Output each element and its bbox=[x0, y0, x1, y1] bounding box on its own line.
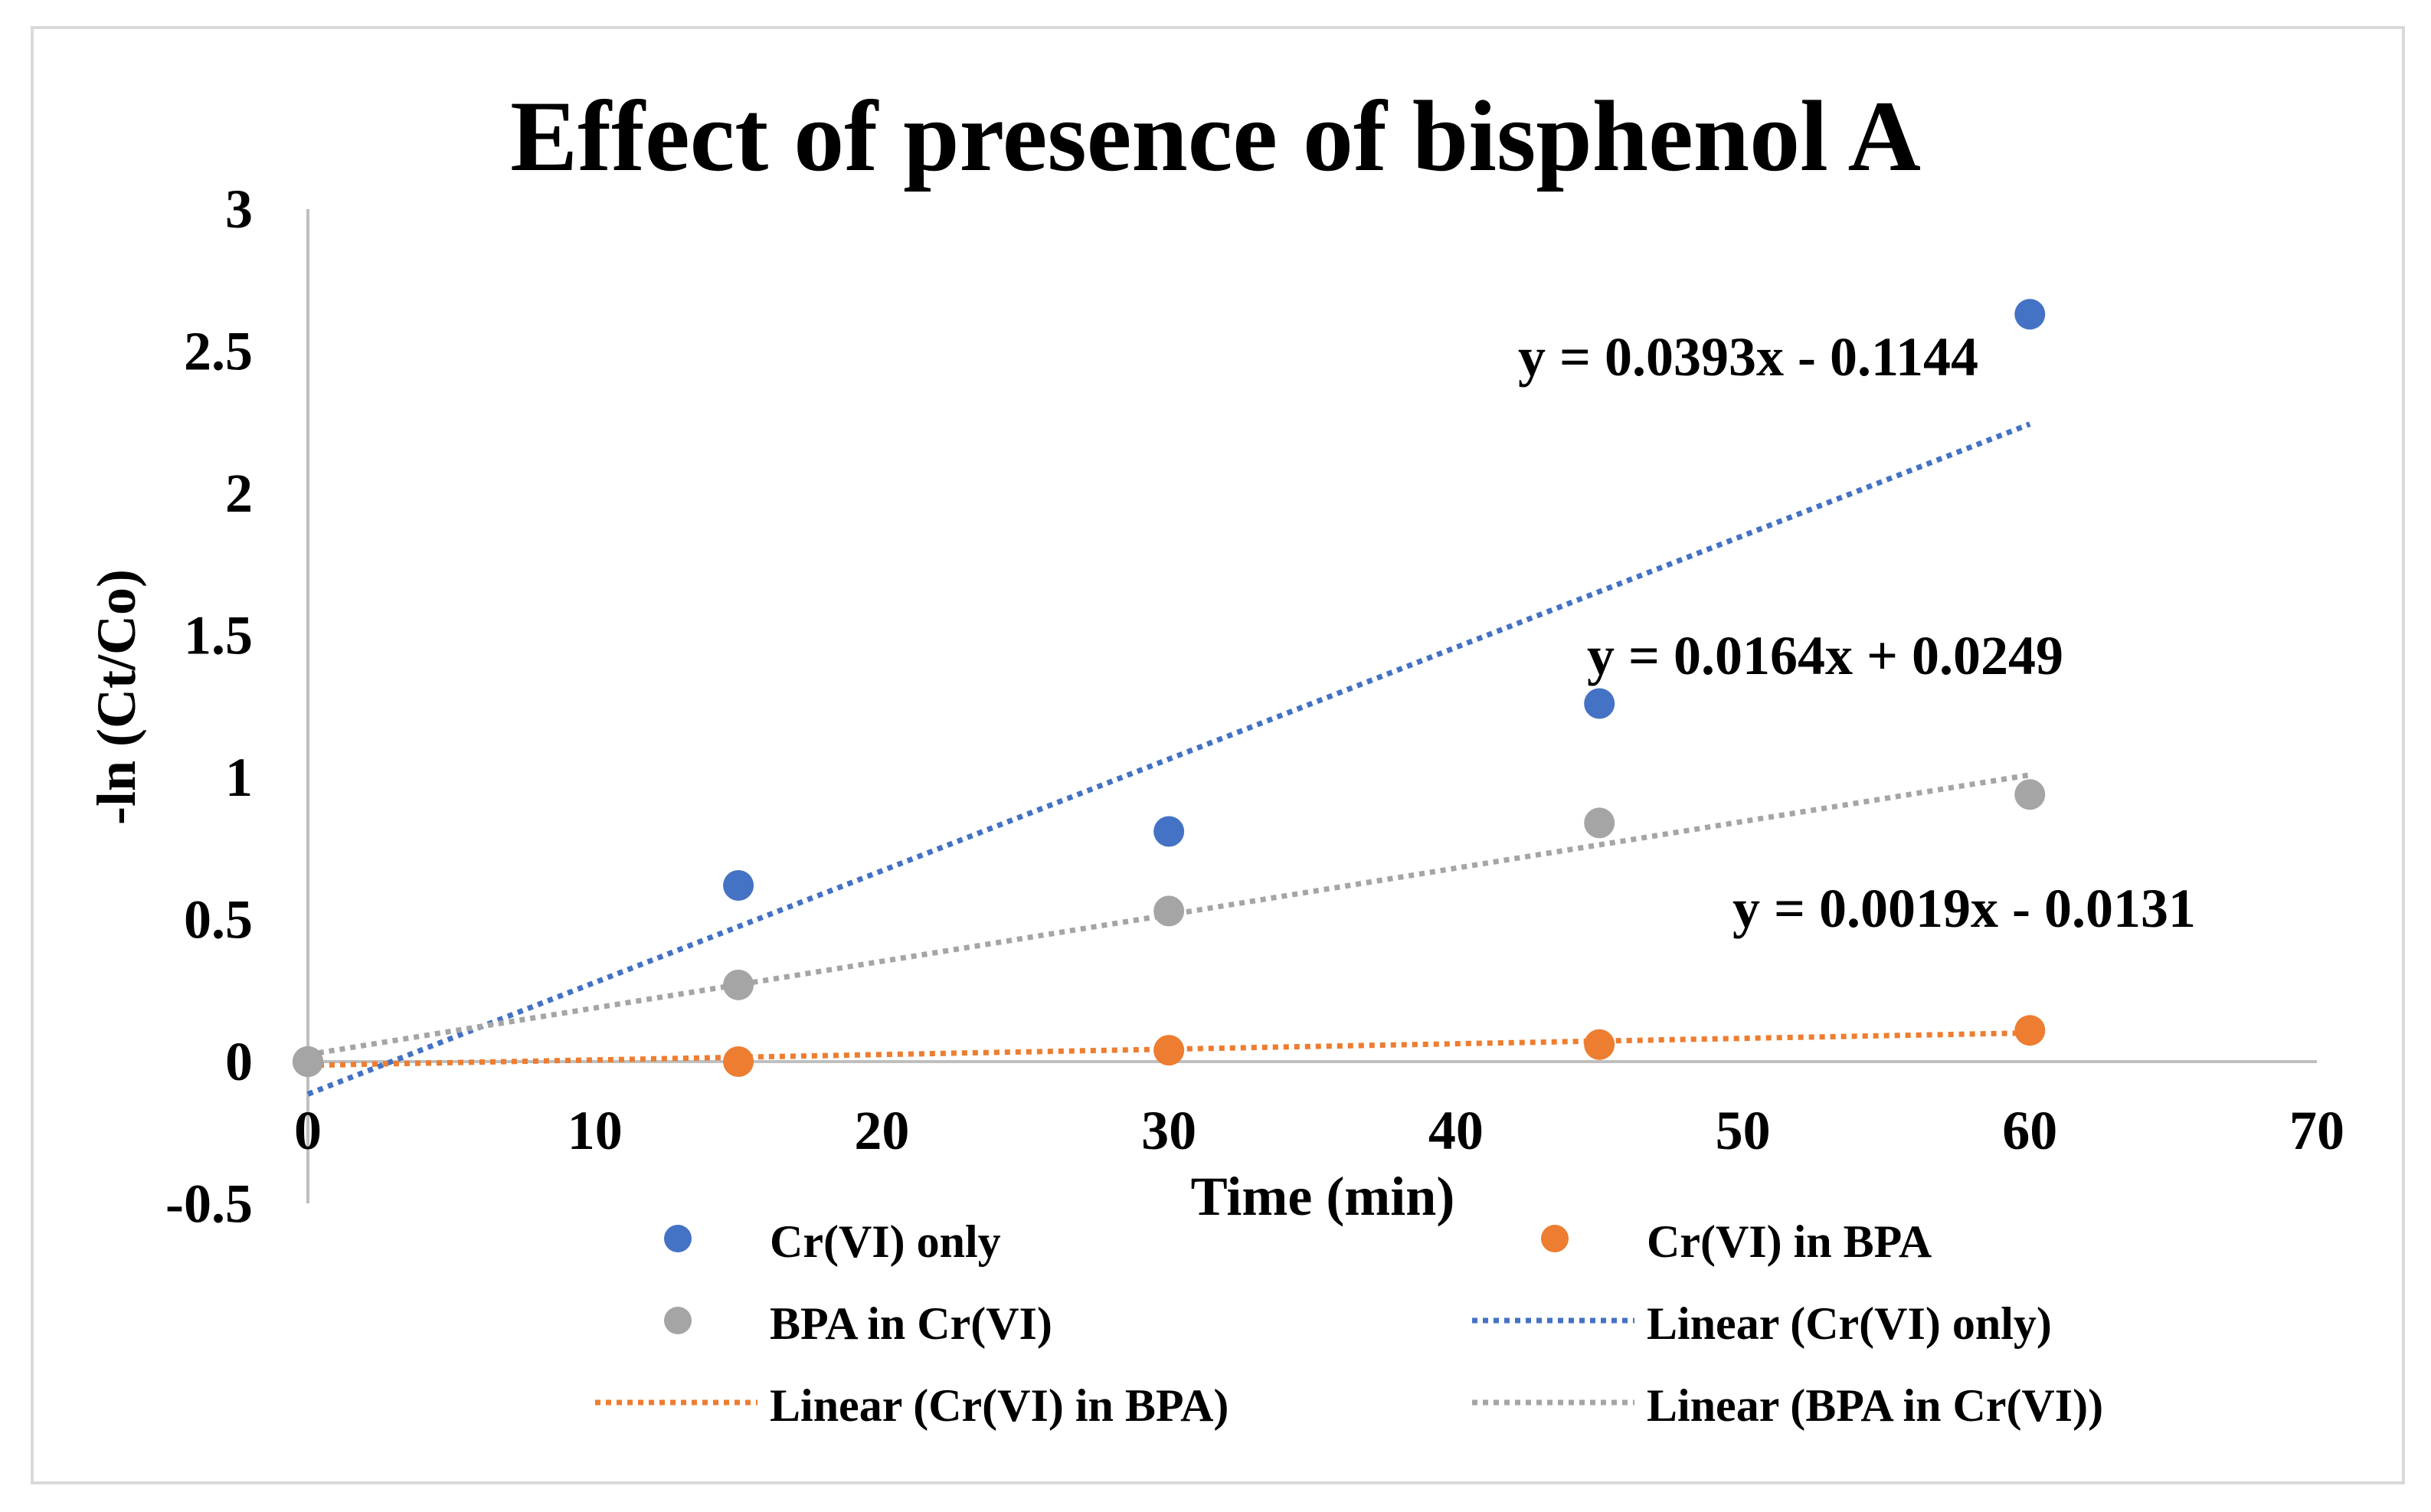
legend-label: BPA in Cr(VI) bbox=[770, 1298, 1052, 1349]
x-tick-label: 0 bbox=[294, 1100, 322, 1161]
y-tick-label: 2.5 bbox=[184, 321, 253, 382]
y-tick-label: 0.5 bbox=[184, 889, 253, 951]
y-tick-label: 2 bbox=[225, 463, 253, 524]
y-tick-label: 0 bbox=[225, 1031, 253, 1092]
equation-label-cr-only: y = 0.0393x - 0.1144 bbox=[1518, 326, 1978, 388]
data-point bbox=[293, 1046, 323, 1077]
data-point bbox=[723, 969, 754, 1000]
x-axis-label: Time (min) bbox=[1191, 1166, 1455, 1227]
x-tick-label: 60 bbox=[2002, 1100, 2057, 1161]
data-markers bbox=[293, 299, 2046, 1077]
legend-label: Linear (Cr(VI) only) bbox=[1647, 1298, 2052, 1349]
legend-label: Cr(VI) only bbox=[770, 1216, 1001, 1267]
data-point bbox=[1153, 895, 1185, 927]
x-tick-label: 50 bbox=[1716, 1100, 1771, 1161]
x-tick-labels: 0 10 20 30 40 50 60 70 bbox=[294, 1100, 2344, 1161]
data-point bbox=[723, 1046, 754, 1077]
legend: Cr(VI) only Cr(VI) in BPA BPA in Cr(VI) Lin… bbox=[595, 1216, 2103, 1431]
data-point bbox=[1153, 816, 1185, 847]
y-tick-label: -0.5 bbox=[165, 1173, 253, 1235]
legend-label: Linear (Cr(VI) in BPA) bbox=[770, 1380, 1229, 1431]
y-axis-label: -ln (Ct/Co) bbox=[86, 569, 147, 825]
x-tick-label: 70 bbox=[2289, 1100, 2344, 1161]
data-point bbox=[1584, 688, 1615, 719]
x-tick-label: 30 bbox=[1141, 1100, 1196, 1161]
equation-label-bpa-in-cr: y = 0.0164x + 0.0249 bbox=[1587, 625, 2063, 686]
legend-marker bbox=[1541, 1225, 1569, 1252]
legend-label: Cr(VI) in BPA bbox=[1647, 1216, 1932, 1267]
equation-label-cr-in-bpa: y = 0.0019x - 0.0131 bbox=[1732, 878, 2196, 939]
y-tick-label: 1 bbox=[225, 747, 253, 808]
data-point bbox=[2014, 779, 2046, 810]
data-point bbox=[2014, 1015, 2046, 1046]
data-point bbox=[723, 869, 754, 901]
y-tick-label: 3 bbox=[225, 178, 253, 240]
trendline bbox=[306, 421, 2031, 1097]
x-tick-label: 40 bbox=[1428, 1100, 1484, 1161]
data-point bbox=[1153, 1035, 1185, 1066]
x-tick-label: 20 bbox=[854, 1100, 909, 1161]
y-tick-label: 1.5 bbox=[184, 605, 253, 666]
chart-title: Effect of presence of bisphenol A bbox=[510, 80, 1921, 192]
x-tick-label: 10 bbox=[568, 1100, 623, 1161]
data-point bbox=[1584, 807, 1615, 839]
legend-marker bbox=[664, 1225, 692, 1252]
legend-marker bbox=[664, 1307, 692, 1334]
data-point bbox=[1584, 1029, 1615, 1060]
y-tick-labels: -0.5 0 0.5 1 1.5 2 2.5 3 bbox=[165, 178, 253, 1235]
data-point bbox=[2014, 299, 2046, 330]
chart-area-border bbox=[31, 26, 2405, 1484]
legend-label: Linear (BPA in Cr(VI)) bbox=[1647, 1380, 2103, 1431]
